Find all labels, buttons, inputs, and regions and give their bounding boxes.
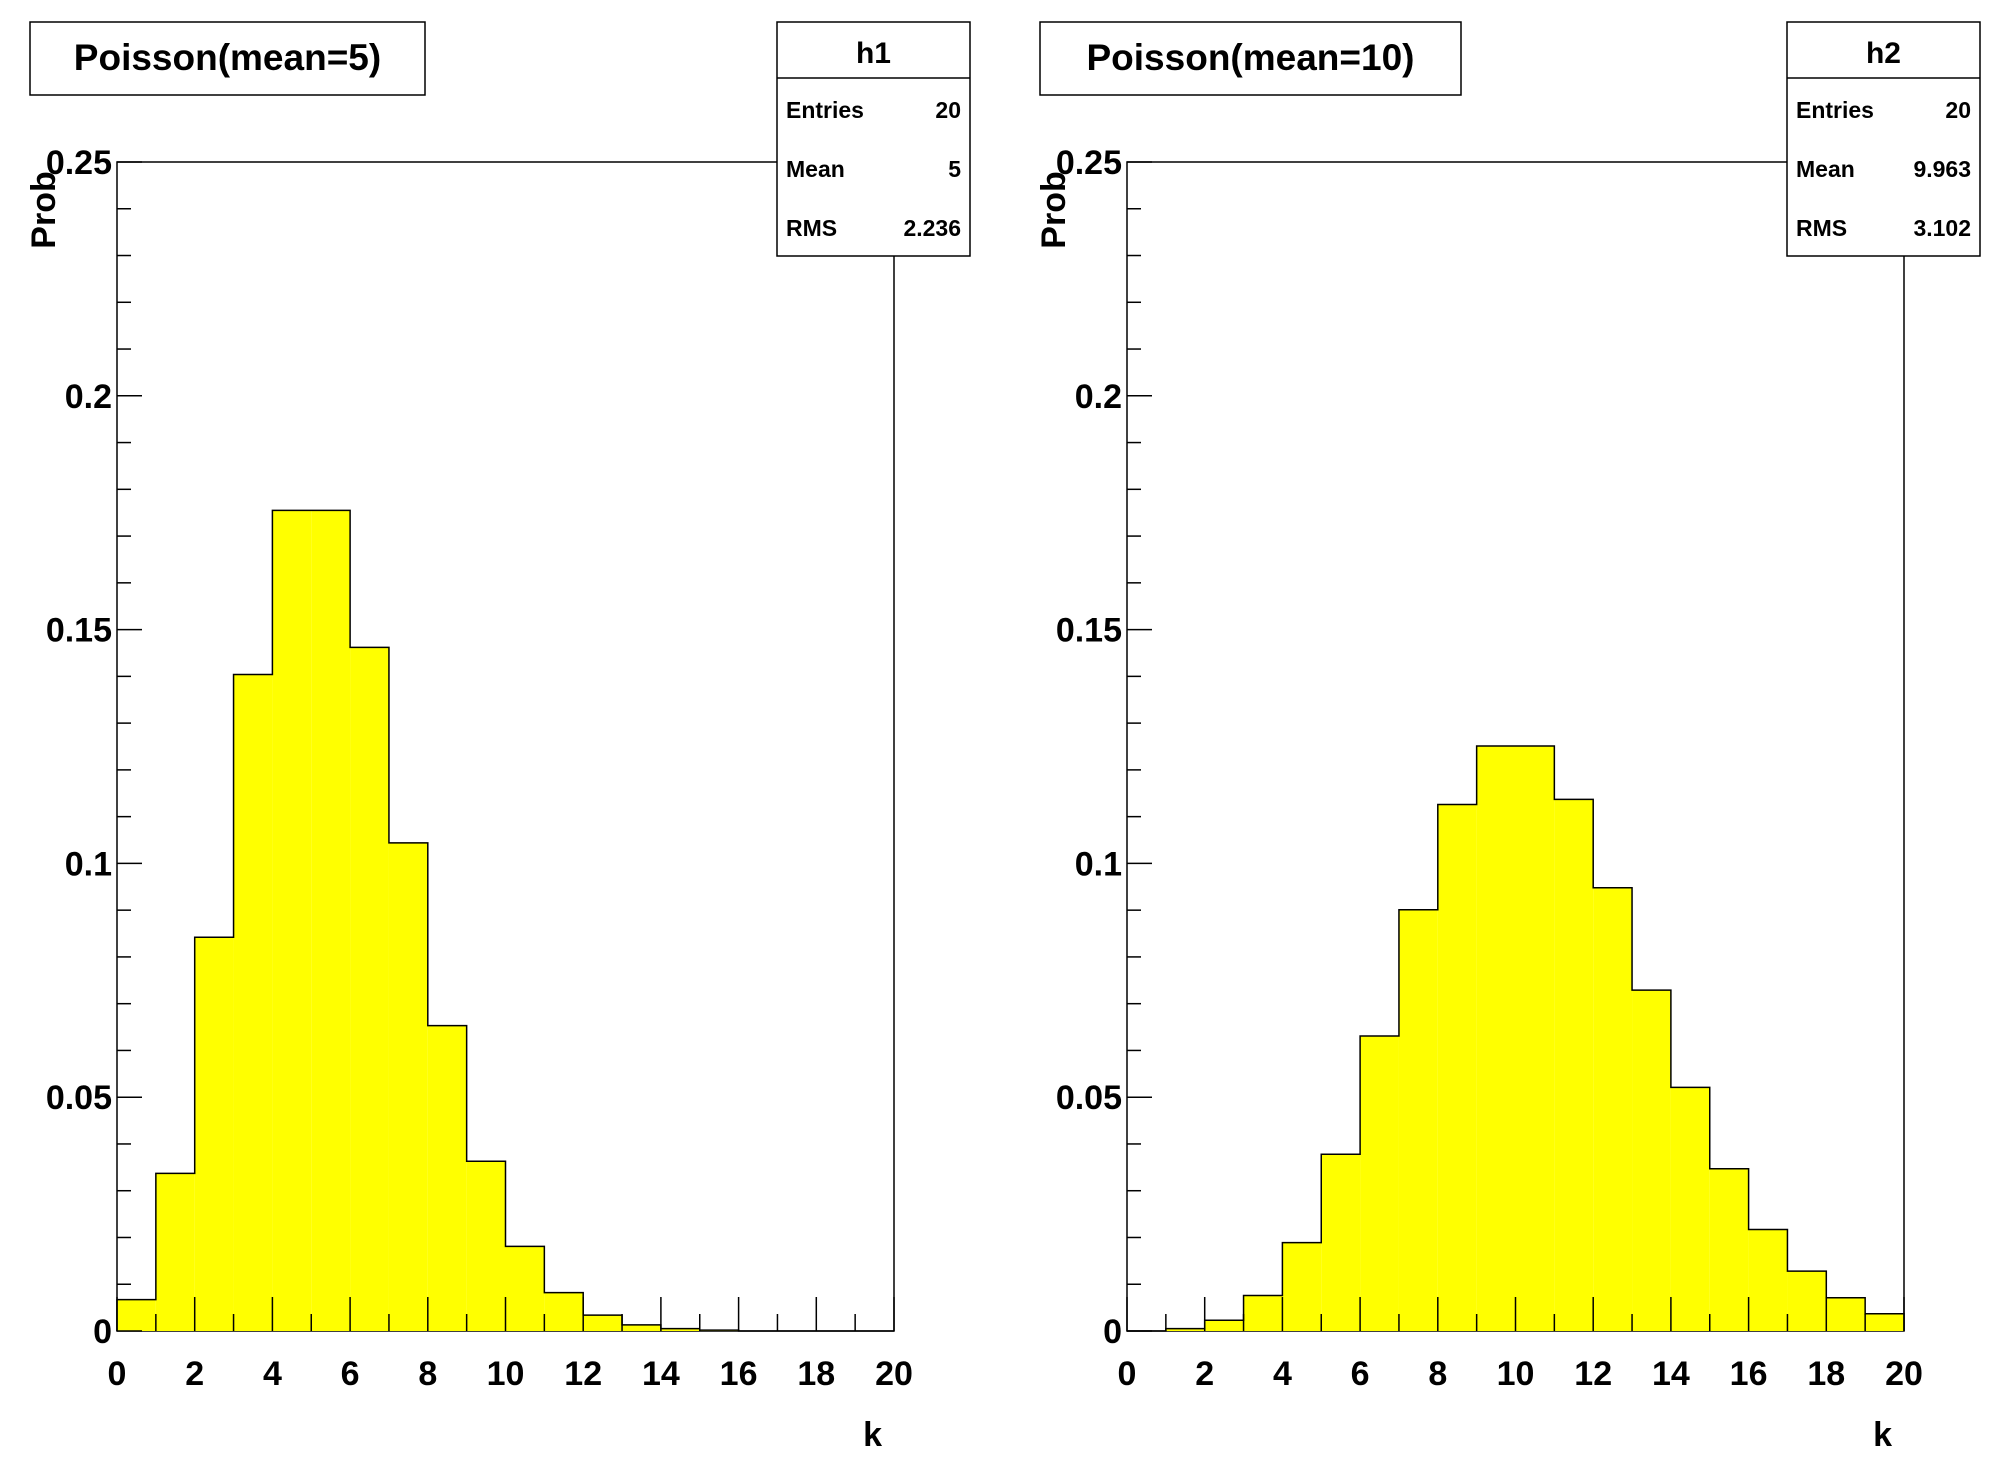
x-tick-label: 18 (797, 1355, 835, 1393)
histogram-bar (1593, 887, 1633, 1331)
y-tick-label: 0 (1103, 1313, 1122, 1351)
histogram-bar (272, 510, 312, 1331)
x-tick-label: 16 (1730, 1355, 1768, 1393)
histogram-bar (1826, 1297, 1866, 1331)
histogram-bar (1204, 1320, 1244, 1331)
y-tick-label: 0.05 (1056, 1079, 1122, 1117)
y-tick-label: 0.1 (65, 845, 112, 883)
stats-value: 3.102 (1913, 215, 1971, 241)
y-tick-label: 0.05 (46, 1079, 112, 1117)
x-tick-label: 10 (1497, 1355, 1535, 1393)
stats-label: RMS (1796, 215, 1847, 241)
histogram-bar (660, 1328, 700, 1331)
histogram-bar (505, 1246, 545, 1331)
x-tick-label: 20 (1885, 1355, 1923, 1393)
stats-label: Entries (786, 97, 864, 123)
x-tick-label: 18 (1807, 1355, 1845, 1393)
x-tick-label: 4 (263, 1355, 282, 1393)
histogram-bar (1398, 909, 1438, 1331)
title-box (1039, 21, 1462, 96)
stats-box (1786, 21, 1981, 257)
stats-label: RMS (786, 215, 837, 241)
histogram-bar (544, 1292, 584, 1331)
y-tick-label: 0.2 (65, 378, 112, 416)
stats-histogram-name: h2 (1866, 37, 1901, 70)
histogram-pad-1: 0 2 4 6 8 10 12 14 16 18 20 0 0.05 0.1 0.15 0.2 0.25 k Pro… (25, 21, 971, 1454)
x-tick-label: 20 (875, 1355, 913, 1393)
stats-histogram-name: h1 (856, 37, 891, 70)
histogram-bar (1360, 1035, 1399, 1331)
x-tick-label: 12 (564, 1355, 602, 1393)
histogram-bar (1709, 1168, 1749, 1331)
stats-box (776, 21, 971, 257)
x-tick-label: 2 (1195, 1355, 1214, 1393)
stats-value: 20 (935, 97, 961, 123)
y-tick-label: 0.25 (46, 144, 112, 182)
stats-label: Mean (1796, 156, 1855, 182)
y-tick-label: 0.25 (1056, 144, 1122, 182)
x-tick-label: 0 (1118, 1355, 1137, 1393)
x-axis-title: k (1873, 1416, 1892, 1454)
histogram-bar (1476, 746, 1516, 1331)
stats-label: Entries (1796, 97, 1874, 123)
x-tick-label: 8 (418, 1355, 437, 1393)
histogram-bar (427, 1025, 467, 1331)
y-tick-label: 0.15 (1056, 612, 1122, 650)
title-box (29, 21, 426, 96)
histogram-bar (1282, 1242, 1322, 1331)
histogram-bar (1321, 1154, 1361, 1331)
histogram-pad-2: 0 2 4 6 8 10 12 14 16 18 20 0 0.05 0.1 0.15 0.2 0.25 k Pro… (1035, 21, 1981, 1454)
x-tick-label: 14 (642, 1355, 680, 1393)
histogram-bar (1554, 799, 1594, 1331)
x-tick-label: 16 (720, 1355, 758, 1393)
x-tick-label: 2 (185, 1355, 204, 1393)
histogram-bar (466, 1161, 506, 1331)
x-axis-title: k (863, 1416, 882, 1454)
histogram-bar (583, 1315, 623, 1331)
stats-value: 2.236 (903, 215, 961, 241)
x-tick-label: 10 (487, 1355, 525, 1393)
y-tick-label: 0.2 (1075, 378, 1122, 416)
histogram-bar (117, 1299, 156, 1331)
stats-label: Mean (786, 156, 845, 182)
histogram-bar (1670, 1087, 1710, 1331)
x-tick-label: 12 (1574, 1355, 1612, 1393)
histogram-bar (1243, 1295, 1283, 1331)
histogram-bar (622, 1324, 661, 1331)
stats-value: 9.963 (1913, 156, 1971, 182)
x-tick-label: 6 (1351, 1355, 1370, 1393)
y-axis-title: Prob (25, 171, 63, 248)
x-tick-label: 8 (1428, 1355, 1447, 1393)
x-tick-label: 4 (1273, 1355, 1292, 1393)
histogram-bar (1165, 1328, 1205, 1331)
chart-title: Poisson(mean=10) (1087, 37, 1415, 78)
stats-value: 5 (948, 156, 961, 182)
y-tick-label: 0 (93, 1313, 112, 1351)
x-tick-label: 6 (341, 1355, 360, 1393)
histogram-bar (1515, 746, 1555, 1331)
stats-value: 20 (1945, 97, 1971, 123)
histogram-bar (1632, 990, 1671, 1331)
histogram-bar (1865, 1313, 1904, 1331)
y-tick-label: 0.15 (46, 612, 112, 650)
x-tick-label: 14 (1652, 1355, 1690, 1393)
histogram-bar (388, 842, 428, 1331)
histogram-bar (194, 937, 234, 1331)
y-tick-label: 0.1 (1075, 845, 1122, 883)
histogram-bar (1748, 1229, 1788, 1331)
histogram-bar (350, 647, 389, 1331)
histogram-outline (1127, 745, 1905, 1332)
x-tick-label: 0 (108, 1355, 127, 1393)
histogram-bar (1437, 804, 1477, 1331)
y-axis-title: Prob (1035, 171, 1073, 248)
chart-title: Poisson(mean=5) (74, 37, 381, 78)
histogram-bar (233, 674, 273, 1331)
histogram-bar (311, 510, 351, 1331)
histogram-bar (1787, 1271, 1827, 1331)
histogram-bar (155, 1173, 195, 1331)
